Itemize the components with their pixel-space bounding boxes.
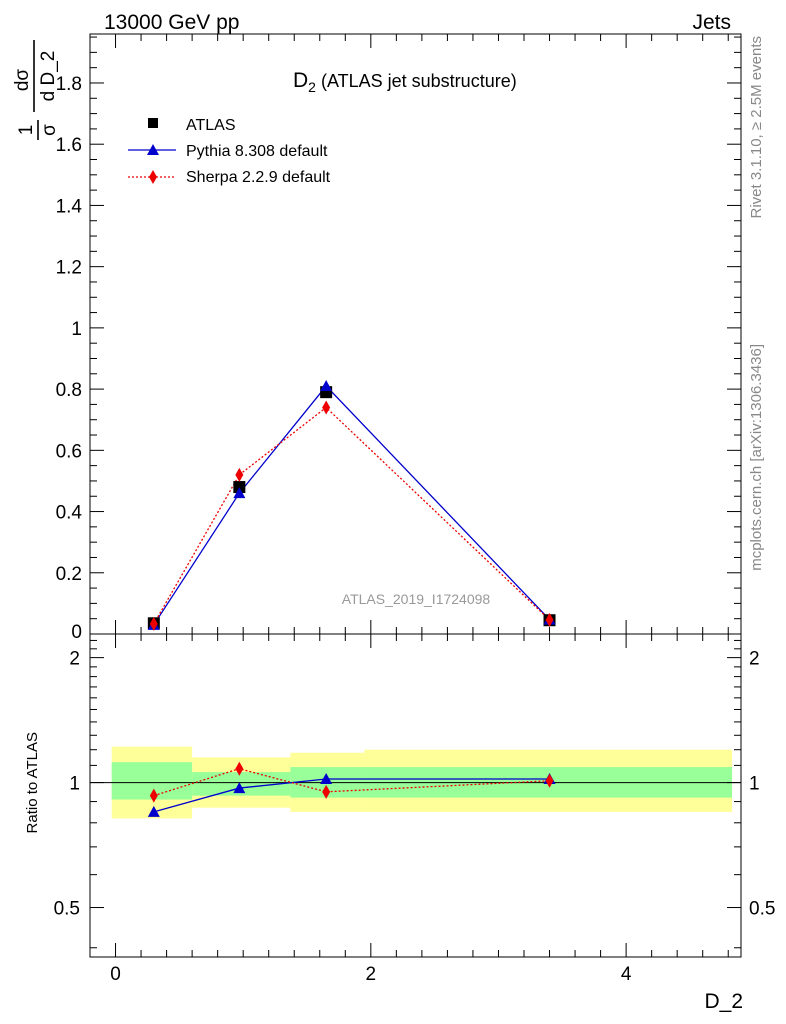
main-ytick-label-zero: 0 [71, 622, 82, 643]
ratio-line-0 [153, 778, 550, 813]
legend-marker-sherpa [149, 170, 157, 184]
main-ytick-label: 1 [71, 319, 82, 340]
ratio-pythia-point [147, 805, 160, 817]
sherpa-point [149, 616, 158, 631]
legend-label-sherpa: Sherpa 2.2.9 default [186, 169, 331, 186]
ylabel-dsigma: dσ [12, 69, 33, 92]
ratio-xtick-label: 4 [621, 964, 632, 985]
main-title: D2 (ATLAS jet substructure) [293, 69, 517, 95]
ratio-bands [90, 746, 741, 819]
ylabel-dd2: d D_2 [38, 51, 59, 102]
ratio-tick-labels: 0.5 0.5 1 1 2 2 0 2 4 [54, 649, 776, 985]
ratio-ytick-label: 2 [69, 649, 80, 670]
legend-entry-sherpa: Sherpa 2.2.9 default [128, 169, 331, 186]
side-label-bottom: mcplots.cern.ch [arXiv:1306.3436] [748, 344, 765, 571]
legend-label-atlas: ATLAS [186, 117, 236, 134]
x-axis-label: D_2 [704, 990, 743, 1013]
sherpa-point [322, 400, 331, 415]
title-rest: (ATLAS jet substructure) [316, 71, 517, 91]
watermark: ATLAS_2019_I1724098 [342, 591, 491, 607]
band-inner [192, 772, 291, 796]
main-ytick-label: 1.2 [56, 258, 82, 279]
sherpa-point [545, 612, 554, 627]
ratio-sherpa-point [545, 773, 554, 788]
main-ytick-label: 1.8 [56, 74, 82, 95]
main-axis-ticks [90, 34, 741, 635]
ratio-sherpa-point [322, 784, 331, 799]
ratio-series [147, 761, 556, 817]
main-series [147, 380, 556, 631]
ratio-ytick-label: 1 [69, 774, 80, 795]
main-y-tick-labels: 0.2 0.4 0.6 0.8 1 1.2 1.4 1.6 1.8 0 [56, 74, 83, 643]
ratio-pythia-point [320, 773, 333, 785]
legend-entry-atlas: ATLAS [148, 117, 236, 134]
main-line-1 [153, 385, 550, 626]
ylabel-1: 1 [16, 125, 37, 136]
legend: ATLAS Pythia 8.308 default Sherpa 2.2.9 … [128, 117, 331, 186]
header-left: 13000 GeV pp [104, 11, 239, 34]
main-ytick-label: 0.4 [56, 503, 83, 524]
main-ytick-label: 1.6 [56, 135, 82, 156]
ratio-sherpa-point [149, 788, 158, 803]
ratio-pythia-point [233, 782, 246, 794]
main-ytick-label: 0.8 [56, 380, 82, 401]
sherpa-point [235, 467, 244, 482]
pythia-point [233, 487, 246, 499]
main-line-2 [153, 406, 550, 625]
ratio-sherpa-point [235, 761, 244, 776]
legend-marker-atlas [148, 118, 158, 128]
ratio-xtick-label: 2 [366, 964, 377, 985]
side-label-top: Rivet 3.1.10, ≥ 2.5M events [748, 36, 765, 219]
ratio-panel: 0.5 0.5 1 1 2 2 0 2 4 Ratio to ATLAS D_2 [24, 633, 776, 1013]
header-right: Jets [692, 11, 731, 34]
title-main: D [293, 69, 308, 92]
legend-marker-pythia [147, 144, 159, 155]
ratio-ytick-label-right: 0.5 [749, 899, 775, 920]
title-sub: 2 [308, 79, 316, 95]
legend-label-pythia: Pythia 8.308 default [186, 143, 328, 160]
ylabel-sigma: σ [39, 124, 60, 136]
ratio-ytick-label-right: 2 [749, 649, 760, 670]
legend-entry-pythia: Pythia 8.308 default [128, 143, 328, 160]
main-ytick-label: 0.6 [56, 441, 82, 462]
atlas-point [233, 481, 246, 494]
main-panel: 0.2 0.4 0.6 0.8 1 1.2 1.4 1.6 1.8 0 D2 (ATLAS jet… [12, 33, 742, 643]
ratio-axis-ticks [90, 634, 741, 957]
ratio-y-label: Ratio to ATLAS [24, 732, 41, 833]
main-y-label: 1 σ dσ d D_2 [12, 40, 60, 140]
main-ytick-label: 0.2 [56, 564, 82, 585]
ratio-ytick-label-right: 1 [749, 774, 760, 795]
ratio-line-1 [153, 768, 550, 797]
ratio-ytick-label: 0.5 [54, 899, 80, 920]
ratio-frame [89, 633, 742, 958]
pythia-point [320, 380, 333, 392]
main-ytick-label: 1.4 [56, 196, 83, 217]
ratio-xtick-label: 0 [110, 964, 121, 985]
